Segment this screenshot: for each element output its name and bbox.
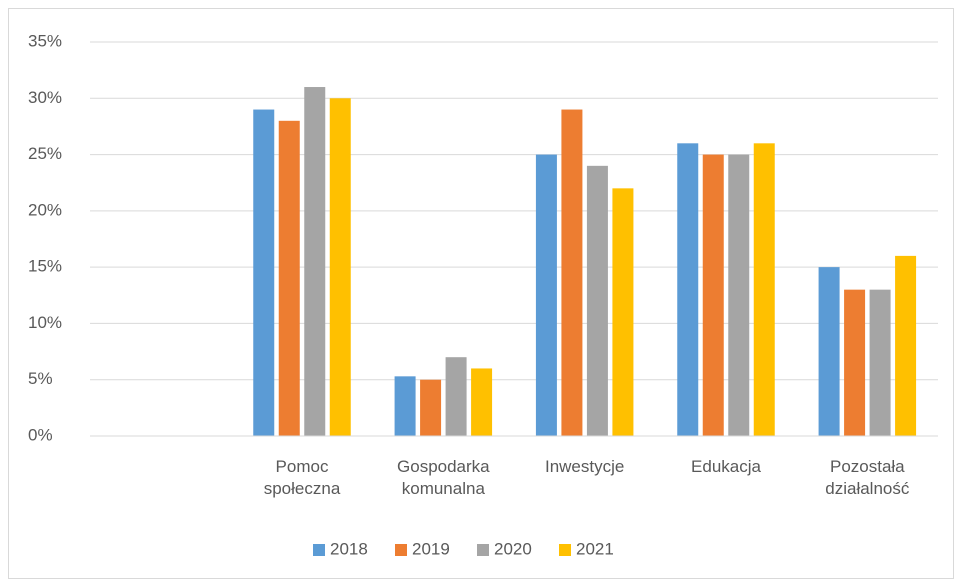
y-tick-label: 10% [28,313,62,332]
bar [329,98,351,437]
bar [586,165,608,437]
bar [677,143,699,437]
x-tick-label: Pomoc społeczna [263,457,341,498]
bar [844,289,866,436]
legend-swatch [477,544,489,556]
bar [535,154,557,437]
chart-border [8,8,954,579]
y-tick-label: 5% [28,369,53,388]
bar [895,255,917,436]
bar [253,109,275,437]
bar [471,368,493,436]
legend-swatch [313,544,325,556]
y-tick-label: 15% [28,257,62,276]
bar [420,379,442,436]
bar [561,109,583,437]
bar [612,188,634,436]
y-tick-label: 30% [28,88,62,107]
bar [818,267,840,436]
legend-label: 2021 [576,539,614,558]
y-tick-label: 35% [28,31,62,50]
bar [869,289,891,436]
bar [304,87,326,437]
bar [728,154,750,437]
legend-label: 2019 [412,539,450,558]
bar [278,120,300,437]
y-tick-label: 0% [28,425,53,444]
x-tick-label: Edukacja [691,457,761,476]
x-tick-label: Gospodarka komunalna [397,457,490,498]
x-tick-label: Pozostała działalność [825,457,910,498]
legend-label: 2020 [494,539,532,558]
legend-swatch [395,544,407,556]
legend-label: 2018 [330,539,368,558]
bar [702,154,724,437]
bar [753,143,775,437]
bar [394,376,416,436]
y-tick-label: 20% [28,200,62,219]
legend-swatch [559,544,571,556]
x-tick-label: Inwestycje [544,457,625,476]
bar [445,357,467,436]
y-tick-label: 25% [28,144,62,163]
